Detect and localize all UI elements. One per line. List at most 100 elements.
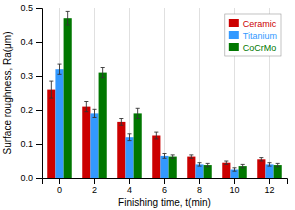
x-tick-mark (234, 178, 235, 184)
legend-item: Ceramic (229, 19, 277, 29)
bar (160, 156, 168, 178)
y-axis: 0.0 0.1 0.2 0.3 0.4 0.5 (20, 3, 42, 183)
x-tick: 0 (57, 178, 62, 195)
grid-line (164, 8, 165, 178)
y-tick: 0.5 (20, 3, 42, 13)
bar (64, 18, 72, 178)
y-axis-title: Surface roughness, Ra(μm) (2, 31, 13, 154)
error-bar (267, 163, 271, 166)
bar (117, 122, 125, 178)
bar (55, 69, 63, 178)
error-bar (101, 68, 105, 78)
legend-label: CoCrMo (243, 43, 277, 53)
error-bar (189, 155, 193, 158)
x-tick-mark (59, 178, 60, 184)
series (55, 64, 273, 178)
bar (222, 163, 230, 178)
y-tick: 0.2 (20, 105, 42, 115)
bar (187, 157, 195, 178)
error-bar (276, 163, 280, 166)
y-tick-label: 0.1 (20, 139, 33, 149)
bar (125, 137, 133, 178)
x-tick: 6 (162, 178, 167, 195)
error-bar (119, 119, 123, 126)
error-bar (259, 158, 263, 161)
legend-item: Titanium (229, 31, 277, 41)
plot-area (47, 11, 282, 178)
x-tick: 10 (229, 178, 239, 195)
legend: Ceramic Titanium CoCrMo (225, 14, 281, 56)
bar (82, 107, 90, 178)
error-bar (154, 132, 158, 139)
bar (134, 113, 142, 178)
x-tick: 8 (197, 178, 202, 195)
y-tick-mark (36, 144, 42, 145)
y-tick-label: 0.4 (20, 37, 33, 47)
x-tick-mark (129, 178, 130, 184)
error-bar (127, 134, 131, 141)
y-tick-mark (36, 178, 42, 179)
x-tick-label: 4 (127, 185, 132, 195)
error-bar (84, 102, 88, 112)
bar (90, 113, 98, 178)
x-tick-mark (199, 178, 200, 184)
error-bar (224, 161, 228, 164)
error-bar (197, 163, 201, 166)
bar (169, 157, 177, 178)
legend-swatch (229, 31, 239, 39)
error-bar (49, 81, 53, 98)
grid (60, 8, 270, 178)
x-tick-mark (164, 178, 165, 184)
x-axis: 0 2 4 6 8 10 12 (43, 178, 288, 195)
error-bar (241, 164, 245, 167)
y-tick-label: 0.0 (20, 173, 33, 183)
legend-box (225, 14, 281, 56)
legend-swatch (229, 19, 239, 27)
x-tick-label: 2 (92, 185, 97, 195)
x-tick-label: 8 (197, 185, 202, 195)
error-bar (206, 163, 210, 166)
legend-swatch (229, 43, 239, 51)
legend-label: Ceramic (243, 19, 277, 29)
error-bar (162, 154, 166, 159)
x-tick-label: 12 (264, 185, 274, 195)
x-tick: 12 (264, 178, 274, 195)
x-tick: 2 (92, 178, 97, 195)
x-tick-mark (94, 178, 95, 184)
error-bar (66, 11, 70, 25)
y-tick-label: 0.3 (20, 71, 33, 81)
y-tick-label: 0.2 (20, 105, 33, 115)
y-tick-mark (36, 110, 42, 111)
y-tick-label: 0.5 (20, 3, 33, 13)
y-tick: 0.0 (20, 173, 42, 183)
x-tick-mark (269, 178, 270, 184)
y-tick: 0.1 (20, 139, 42, 149)
y-axis-line (36, 9, 43, 179)
chart: 0 2 4 6 8 10 12 0.0 0.1 0.2 0.3 0.4 0.5 Finishing tim… (0, 0, 295, 210)
grid-line (199, 8, 200, 178)
bar (99, 73, 107, 178)
error-bar (232, 168, 236, 171)
y-tick-mark (36, 76, 42, 77)
series (47, 81, 265, 178)
x-tick-label: 6 (162, 185, 167, 195)
y-tick: 0.3 (20, 71, 42, 81)
series (64, 11, 282, 178)
x-tick-label: 10 (229, 185, 239, 195)
legend-label: Titanium (243, 31, 277, 41)
y-tick: 0.4 (20, 37, 42, 47)
legend-item: CoCrMo (229, 43, 277, 53)
error-bar (57, 64, 61, 74)
bar (257, 159, 265, 178)
x-tick: 4 (127, 178, 132, 195)
y-tick-mark (36, 42, 42, 43)
x-axis-title: Finishing time, t(min) (118, 197, 211, 208)
x-axis-line (43, 179, 288, 185)
bar (152, 136, 160, 179)
error-bar (171, 155, 175, 158)
x-tick-label: 0 (57, 185, 62, 195)
error-bar (92, 109, 96, 117)
bar (47, 90, 55, 178)
y-tick-mark (36, 8, 42, 9)
error-bar (136, 108, 140, 118)
